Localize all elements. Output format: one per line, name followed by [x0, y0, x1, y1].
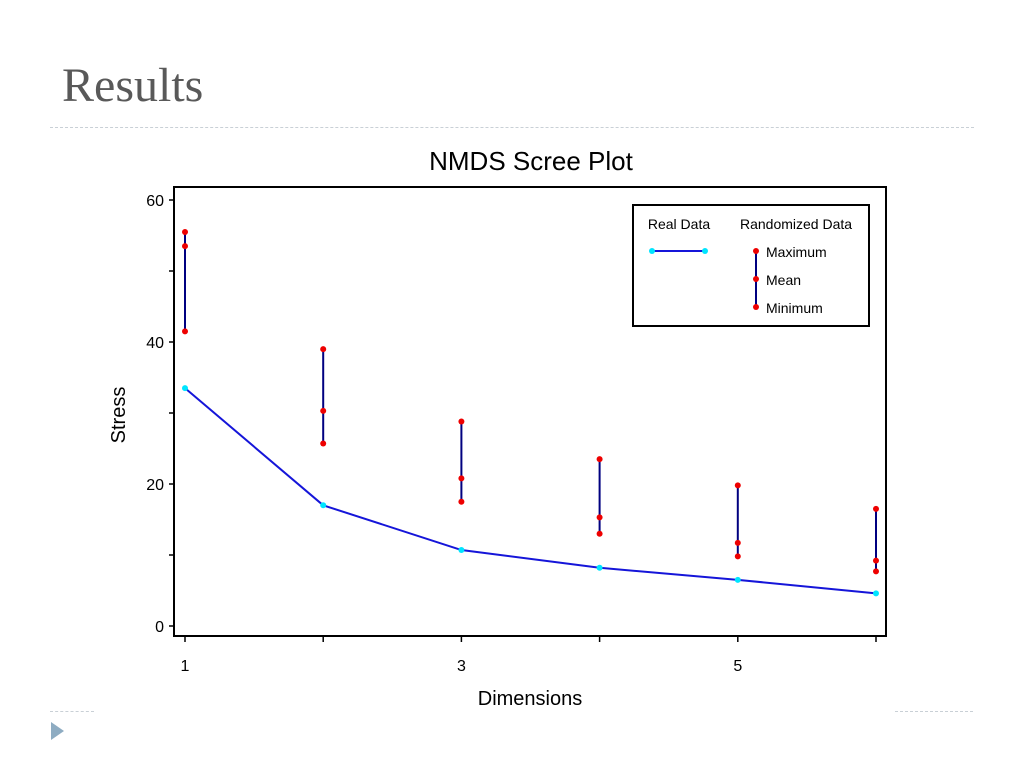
randomized-minimum-point	[734, 553, 741, 560]
randomized-maximum-point	[734, 482, 741, 489]
randomized-maximum-point	[596, 456, 603, 463]
randomized-mean-point	[320, 407, 327, 414]
randomized-mean-point	[873, 557, 879, 564]
legend-maximum-marker	[753, 248, 759, 254]
y-tick-label: 40	[146, 335, 164, 352]
real-data-series	[182, 385, 879, 597]
chart-title: NMDS Scree Plot	[429, 146, 633, 176]
randomized-minimum-point	[458, 498, 465, 505]
legend-minimum-marker	[753, 304, 759, 310]
randomized-mean-point	[734, 539, 741, 546]
y-tick-label: 0	[155, 619, 164, 636]
randomized-maximum-point	[458, 418, 465, 425]
randomized-minimum-point	[596, 530, 603, 537]
title-divider	[50, 127, 974, 128]
x-tick-label: 5	[733, 658, 742, 675]
randomized-mean-point	[182, 243, 188, 250]
footer-divider-right	[895, 711, 973, 712]
randomized-minimum-point	[873, 568, 879, 575]
real-data-point	[596, 564, 603, 571]
real-data-point	[320, 502, 327, 509]
legend-random-header: Randomized Data	[740, 216, 852, 232]
y-axis-label: Stress	[108, 387, 130, 444]
randomized-maximum-point	[182, 228, 188, 235]
footer-divider-left	[50, 711, 94, 712]
randomized-maximum-point	[873, 505, 879, 512]
legend: Real Data Randomized Data Maximum Mean M…	[632, 204, 870, 327]
legend-mean-marker	[753, 276, 759, 282]
y-tick-label: 20	[146, 477, 164, 494]
randomized-data-series	[182, 228, 879, 575]
legend-real-header: Real Data	[648, 216, 710, 232]
real-data-point	[734, 576, 741, 583]
y-axis: 0 20 40 60	[146, 193, 174, 636]
plot-frame	[173, 186, 887, 637]
x-tick-label: 3	[457, 658, 466, 675]
randomized-minimum-point	[182, 328, 188, 335]
randomized-mean-point	[596, 514, 603, 521]
legend-mean-label: Mean	[766, 272, 801, 288]
x-axis: 1 3 5	[181, 636, 877, 675]
real-data-point	[182, 385, 188, 392]
slide-title: Results	[62, 59, 204, 112]
randomized-maximum-point	[320, 346, 327, 353]
legend-minimum-label: Minimum	[766, 300, 823, 316]
slide-bullet-arrow-icon	[51, 722, 64, 740]
x-tick-label: 1	[181, 658, 190, 675]
legend-real-marker	[649, 248, 655, 254]
real-data-line	[184, 387, 877, 595]
randomized-minimum-point	[320, 440, 327, 447]
y-tick-label: 60	[146, 193, 164, 210]
real-data-point	[873, 590, 879, 597]
legend-box	[632, 204, 870, 327]
real-data-point	[458, 547, 465, 554]
legend-maximum-label: Maximum	[766, 244, 827, 260]
x-axis-label: Dimensions	[478, 688, 582, 710]
legend-real-marker	[702, 248, 708, 254]
randomized-mean-point	[458, 475, 465, 482]
